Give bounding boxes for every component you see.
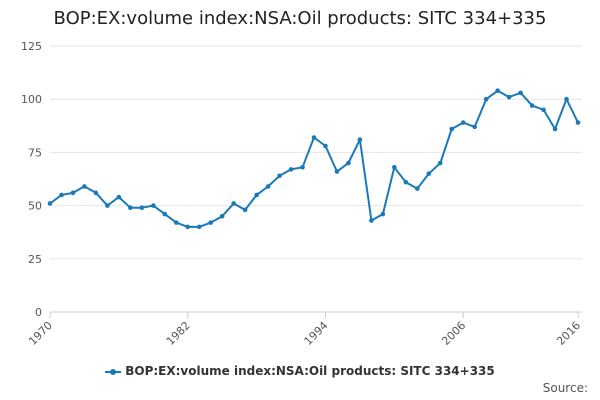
data-point (162, 211, 168, 217)
gridlines (50, 45, 582, 260)
y-tick-label: 100 (21, 93, 42, 106)
chart-title: BOP:EX:volume index:NSA:Oil products: SI… (53, 8, 547, 29)
data-point (403, 179, 409, 185)
data-point (59, 192, 64, 198)
x-tick-label: 1970 (26, 319, 55, 348)
data-point (541, 107, 546, 113)
data-point (495, 88, 500, 93)
data-point (552, 126, 558, 132)
data-point (357, 137, 363, 142)
data-point (449, 126, 455, 132)
data-point (529, 103, 535, 108)
data-point (173, 220, 179, 225)
data-point (369, 218, 374, 223)
data-point (346, 160, 351, 166)
legend-label: BOP:EX:volume index:NSA:Oil products: SI… (125, 364, 495, 378)
data-point (82, 184, 87, 189)
data-point (254, 192, 259, 198)
legend[interactable]: BOP:EX:volume index:NSA:Oil products: SI… (0, 364, 600, 378)
data-point (47, 201, 53, 206)
data-point (564, 96, 569, 102)
data-point (128, 205, 133, 211)
data-point (277, 173, 282, 179)
data-point (483, 96, 489, 102)
y-tick-label: 25 (28, 253, 42, 266)
data-point (151, 203, 156, 208)
y-axis-tick-labels: 0 25 50 75 100 125 (21, 40, 42, 319)
data-point (231, 201, 236, 206)
data-point (288, 167, 294, 172)
data-point (219, 213, 225, 219)
y-tick-label: 125 (21, 40, 42, 53)
y-tick-label: 50 (28, 200, 42, 213)
data-point (575, 120, 581, 125)
data-point (93, 190, 99, 196)
data-point (196, 224, 202, 230)
data-point (437, 160, 443, 166)
data-point (334, 169, 340, 174)
data-point (518, 90, 523, 96)
y-tick-label: 0 (35, 306, 42, 319)
data-point (242, 207, 248, 213)
data-point (426, 171, 432, 176)
x-tick-label: 2016 (554, 319, 583, 348)
data-point (415, 186, 420, 191)
data-point (392, 164, 397, 170)
data-point (380, 211, 386, 217)
data-point (105, 203, 110, 208)
legend-swatch-icon (105, 367, 122, 377)
data-point (265, 184, 271, 189)
source-label: Source: (542, 381, 588, 395)
x-axis (49, 311, 582, 318)
data-point (185, 224, 191, 230)
data-point (460, 120, 466, 125)
data-point (311, 135, 317, 140)
data-point (300, 164, 305, 170)
y-tick-label: 75 (28, 146, 42, 159)
data-series (47, 88, 581, 230)
data-point (323, 143, 328, 149)
x-tick-label: 1982 (164, 319, 193, 348)
data-point (208, 220, 213, 225)
data-point (70, 190, 76, 196)
data-point (139, 205, 145, 211)
x-tick-label: 2006 (439, 319, 468, 348)
data-point (472, 124, 477, 130)
data-point (116, 194, 122, 200)
x-tick-label: 1994 (302, 319, 331, 348)
data-point (506, 94, 512, 100)
x-axis-tick-labels: 1970 1982 1994 2006 2016 (26, 319, 583, 348)
